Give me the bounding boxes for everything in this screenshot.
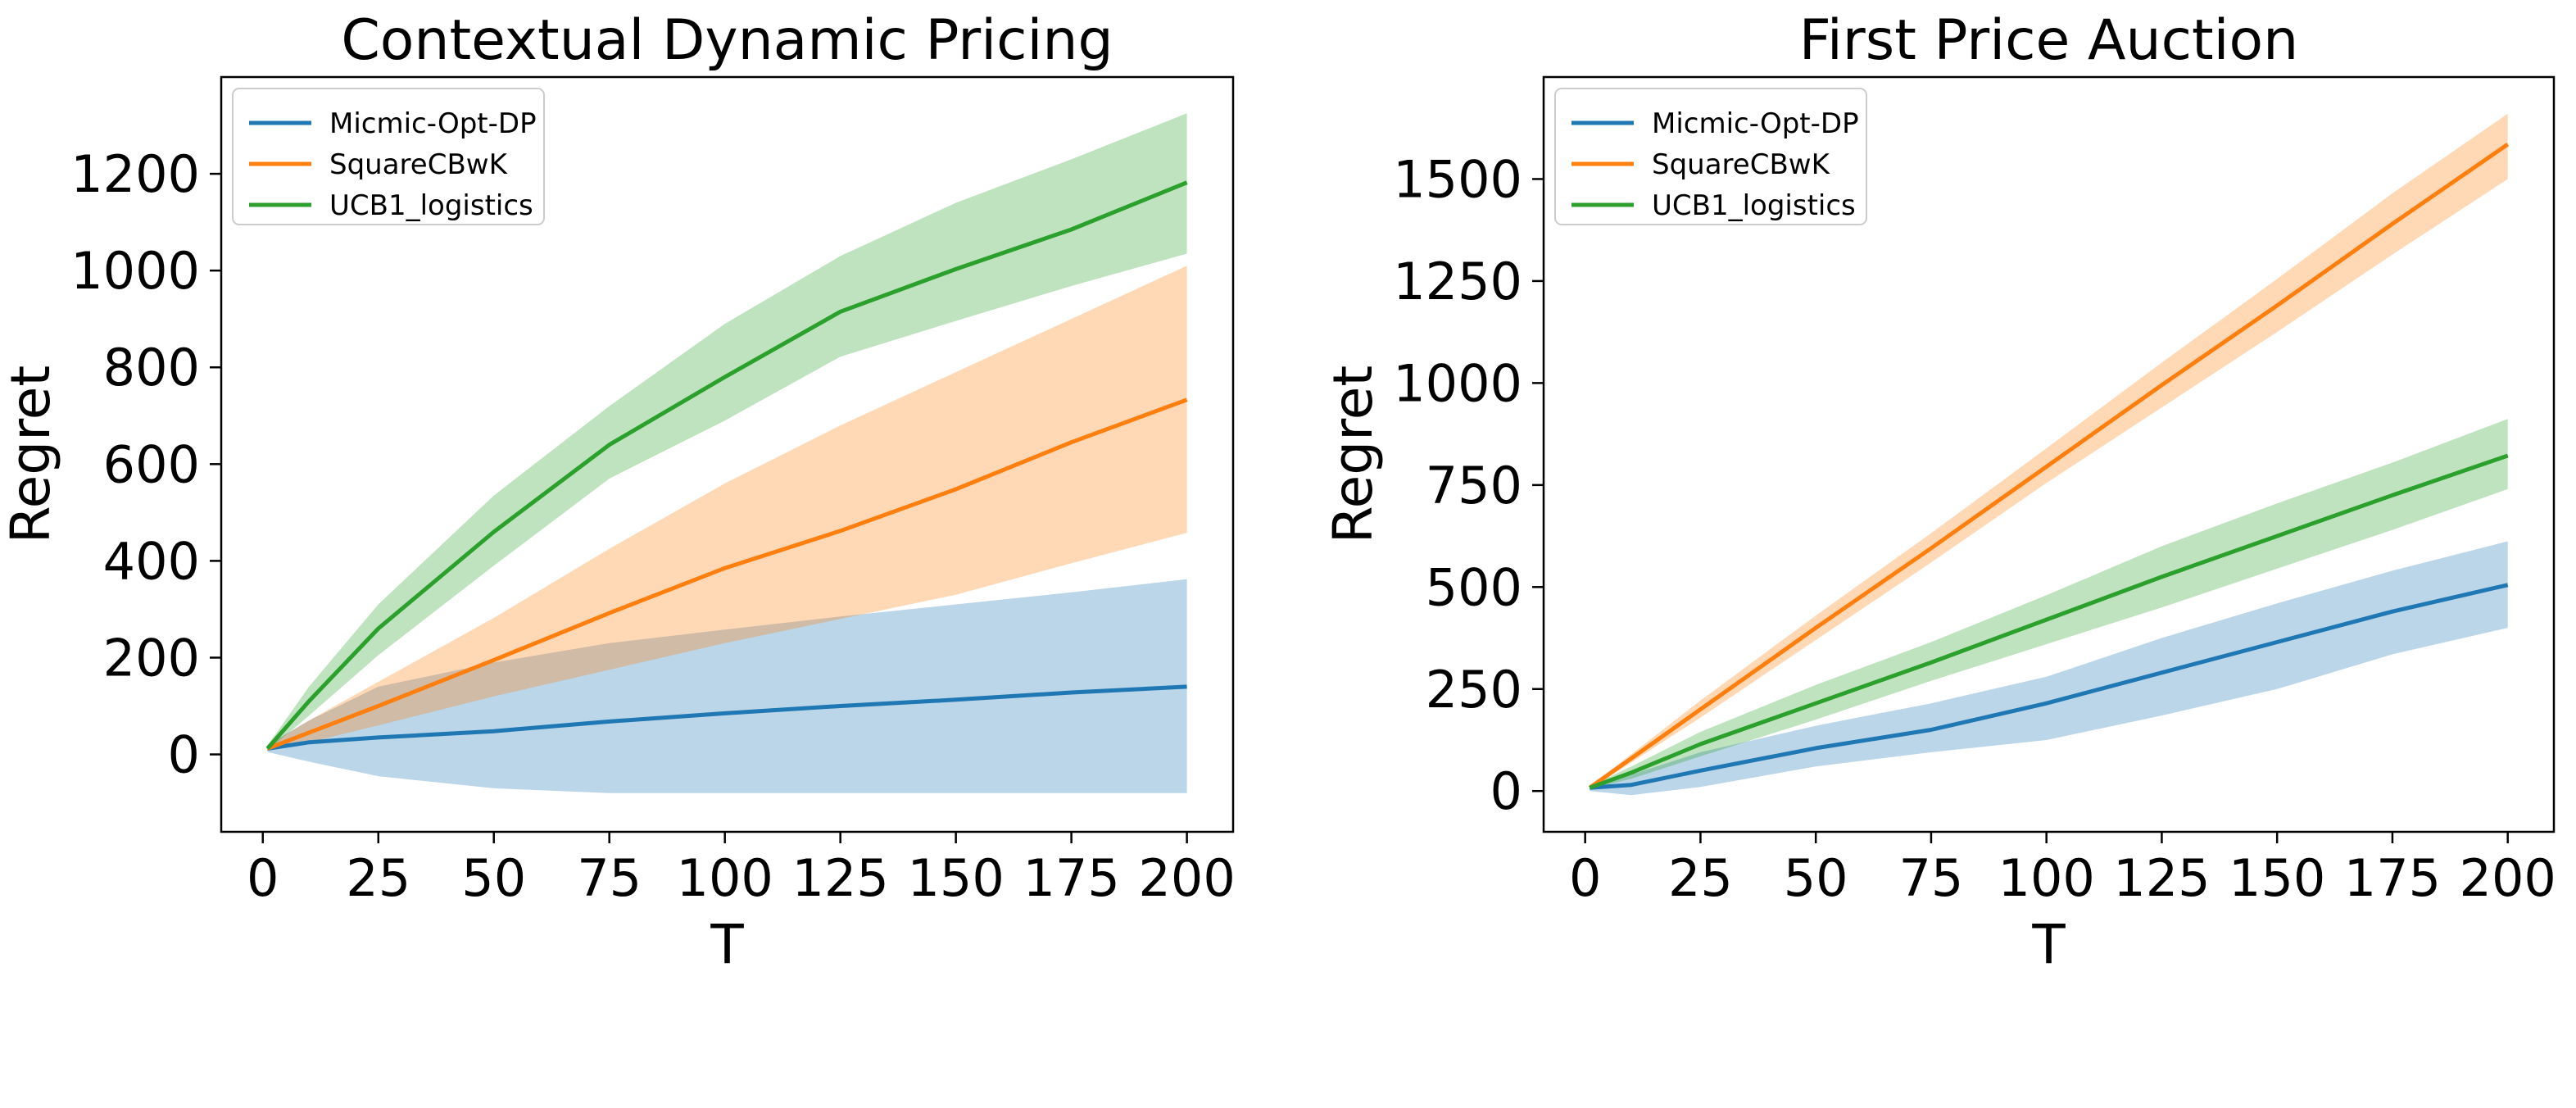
series-line-ucb1-logistics — [1589, 453, 2509, 790]
x-tick-label: 25 — [346, 848, 410, 908]
x-axis-label: T — [2031, 913, 2066, 976]
x-tick-label: 175 — [2344, 848, 2441, 908]
confidence-band-micmic-opt-dp — [267, 579, 1187, 793]
y-tick-label: 400 — [103, 531, 200, 591]
y-tick-label: 1500 — [1393, 149, 1522, 209]
y-tick-label: 750 — [1426, 456, 1522, 515]
axes-frame — [220, 75, 1235, 833]
series-line-ucb1-logistics — [265, 180, 1188, 751]
legend-label: Micmic-Opt-DP — [329, 107, 537, 140]
x-tick-label: 150 — [2229, 848, 2325, 908]
legend-label: Micmic-Opt-DP — [1652, 107, 1859, 140]
x-tick-label: 100 — [677, 848, 773, 908]
plot-area — [265, 113, 1188, 793]
y-tick-label: 800 — [103, 338, 200, 397]
legend: Micmic-Opt-DP SquareCBwK UCB1_logistics — [232, 88, 545, 225]
y-axis-label: Regret — [0, 366, 62, 544]
x-tick-label: 200 — [1138, 848, 1235, 908]
x-tick-label: 50 — [461, 848, 526, 908]
legend-label: UCB1_logistics — [329, 189, 533, 222]
series-line-squarecbwk — [266, 397, 1188, 751]
x-tick-label: 50 — [1784, 848, 1848, 908]
x-tick-label: 0 — [247, 848, 279, 908]
y-tick-label: 1000 — [70, 241, 200, 301]
x-tick-label: 125 — [2113, 848, 2210, 908]
x-tick-label: 175 — [1023, 848, 1119, 908]
x-tick-label: 75 — [1898, 848, 1963, 908]
confidence-band-squarecbwk — [1590, 113, 2508, 789]
x-tick-label: 125 — [791, 848, 888, 908]
legend: Micmic-Opt-DP SquareCBwK UCB1_logistics — [1554, 88, 1867, 225]
legend-label: SquareCBwK — [1652, 148, 1831, 181]
confidence-band-squarecbwk — [267, 266, 1187, 751]
plot-first-price-auction: 0 25 50 75 100 125 150 175 200 0 250 500 750 1000 1250… — [1322, 8, 2556, 976]
y-tick-label: 1000 — [1393, 353, 1522, 413]
axes-frame — [1542, 75, 2556, 833]
series-line-micmic-opt-dp — [1590, 583, 2509, 790]
x-tick-label: 0 — [1569, 848, 1601, 908]
legend-label: SquareCBwK — [329, 148, 509, 181]
confidence-band-ucb1-logistics — [1590, 419, 2508, 789]
y-tick-label: 0 — [168, 725, 200, 785]
x-tick-label: 150 — [907, 848, 1004, 908]
legend-label: UCB1_logistics — [1652, 189, 1856, 222]
y-tick-label: 1200 — [70, 144, 200, 204]
y-axis-label: Regret — [1322, 366, 1385, 544]
y-tick-label: 200 — [103, 628, 200, 688]
y-tick-label: 500 — [1426, 557, 1522, 617]
y-tick-label: 250 — [1426, 660, 1522, 720]
x-tick-label: 25 — [1668, 848, 1733, 908]
chart-title: First Price Auction — [1799, 8, 2298, 73]
x-tick-label: 75 — [577, 848, 642, 908]
x-axis-label: T — [710, 913, 744, 976]
x-tick-label: 100 — [1998, 848, 2095, 908]
plot-contextual-dynamic-pricing: 0 25 50 75 100 125 150 175 200 0 200 400 600 800 1000 1… — [0, 8, 1236, 976]
plot-area — [1588, 113, 2510, 796]
y-tick-label: 1250 — [1393, 252, 1522, 311]
x-tick-label: 200 — [2460, 848, 2556, 908]
confidence-band-micmic-opt-dp — [1590, 541, 2508, 796]
series-line-micmic-opt-dp — [267, 684, 1187, 751]
y-tick-label: 600 — [103, 434, 200, 494]
confidence-band-ucb1-logistics — [267, 113, 1187, 751]
series-line-squarecbwk — [1588, 143, 2510, 790]
y-tick-label: 0 — [1490, 761, 1522, 821]
chart-title: Contextual Dynamic Pricing — [341, 8, 1113, 73]
